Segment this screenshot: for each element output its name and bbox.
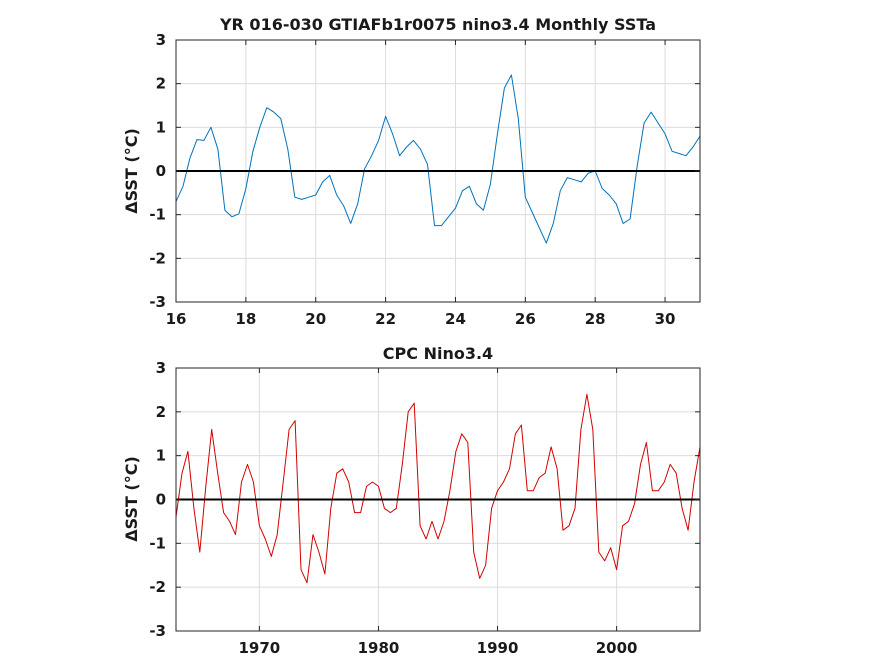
bottom-chart-x-tick-label: 1980 <box>358 639 400 656</box>
top-chart-series-line <box>175 74 701 244</box>
top-chart-y-tick-label: 0 <box>156 162 166 180</box>
top-chart-x-tick-label: 24 <box>445 310 466 328</box>
bottom-chart-title: CPC Nino3.4 <box>383 344 493 363</box>
top-chart-x-tick-label: 22 <box>375 310 396 328</box>
top-chart-y-tick-label: -2 <box>149 249 166 267</box>
top-chart-y-tick-label: 2 <box>156 75 166 93</box>
bottom-chart-y-tick-label: 2 <box>156 403 166 421</box>
top-chart-y-tick-label: 1 <box>156 118 166 136</box>
bottom-chart-panel: CPC Nino3.4 ΔSST (°C) 1970 1980 1990 2000 -3… <box>122 344 701 656</box>
top-chart-x-tick-label: 16 <box>166 310 187 328</box>
bottom-chart-y-tick-label: 3 <box>156 359 166 377</box>
bottom-chart-x-tick-label: 2000 <box>596 639 638 656</box>
bottom-chart-y-tick-label: -1 <box>149 534 166 552</box>
top-chart-x-tick-label: 20 <box>305 310 326 328</box>
bottom-chart-x-tick-label: 1970 <box>238 639 280 656</box>
top-chart-y-tick-label: -1 <box>149 206 166 224</box>
bottom-chart-ylabel: ΔSST (°C) <box>122 456 141 542</box>
top-chart-x-tick-label: 28 <box>585 310 606 328</box>
bottom-chart-y-tick-label: -3 <box>149 622 166 640</box>
top-chart-y-tick-label: 3 <box>156 31 166 49</box>
top-chart-title: YR 016-030 GTIAFb1r0075 nino3.4 Monthly … <box>219 15 656 34</box>
bottom-chart-y-tick-label: 0 <box>156 491 166 509</box>
top-chart-ylabel: ΔSST (°C) <box>122 128 141 214</box>
top-chart-panel: YR 016-030 GTIAFb1r0075 nino3.4 Monthly … <box>122 15 701 328</box>
top-chart-x-tick-label: 30 <box>655 310 676 328</box>
top-chart-x-tick-label: 26 <box>515 310 536 328</box>
bottom-chart-x-tick-label: 1990 <box>477 639 519 656</box>
top-chart-x-tick-label: 18 <box>235 310 256 328</box>
top-chart-y-tick-label: -3 <box>149 293 166 311</box>
bottom-chart-series-line <box>175 393 701 584</box>
bottom-chart-y-tick-label: -2 <box>149 578 166 596</box>
bottom-chart-y-tick-label: 1 <box>156 447 166 465</box>
